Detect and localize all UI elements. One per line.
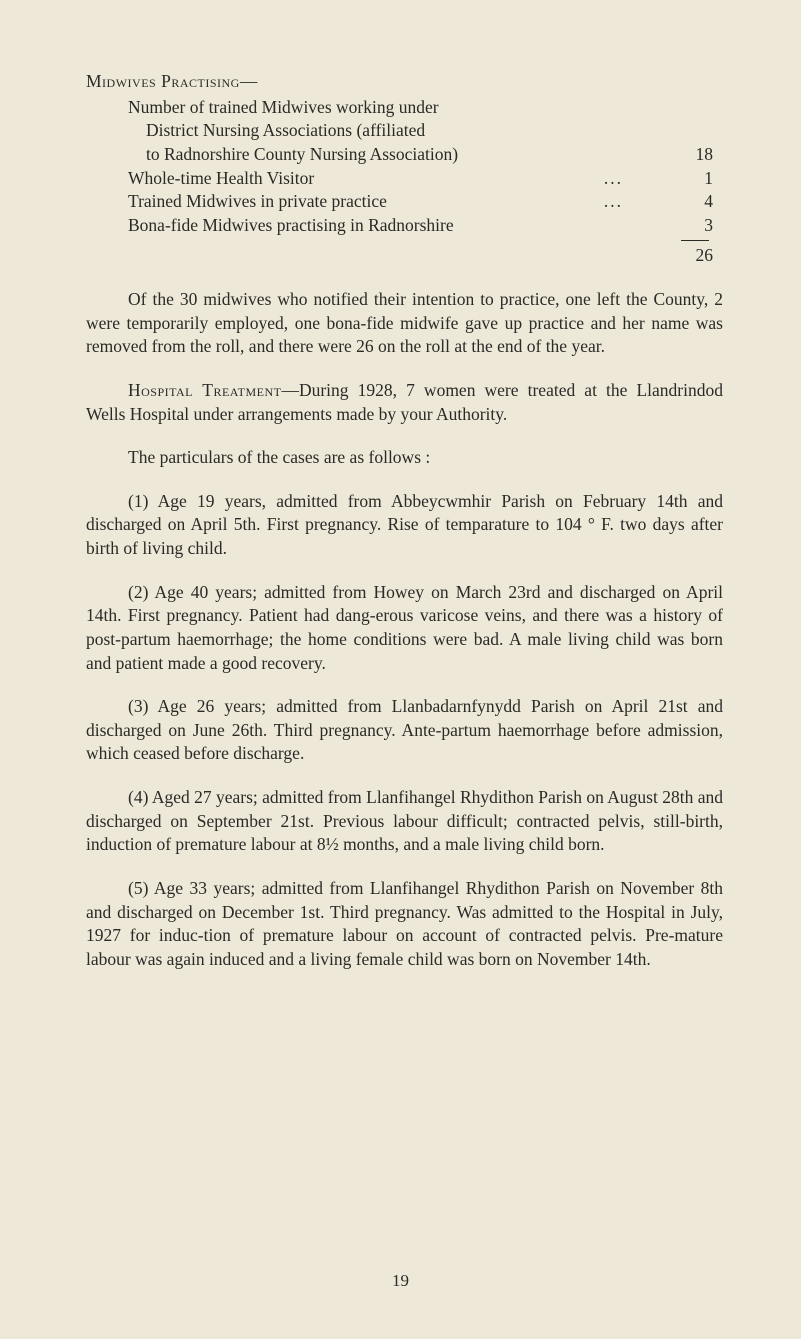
- total-rule-top: [681, 240, 709, 241]
- stat-value-4: 3: [663, 214, 723, 238]
- intro-line-1: Number of trained Midwives working under: [128, 96, 723, 120]
- total-value: 26: [663, 244, 723, 268]
- stat-label-2: Whole-time Health Visitor ...: [128, 167, 663, 191]
- stat-row-4: Bona-fide Midwives practising in Radnors…: [128, 214, 723, 238]
- stat-label-4: Bona-fide Midwives practising in Radnors…: [128, 214, 663, 238]
- stat-value-3: 4: [663, 190, 723, 214]
- total-row: 26: [128, 244, 723, 268]
- page-number: 19: [0, 1270, 801, 1293]
- stat-value-1: 18: [663, 143, 723, 167]
- case-3: (3) Age 26 years; admitted from Llanbada…: [86, 695, 723, 766]
- stat-label-3: Trained Midwives in private practice ...: [128, 190, 663, 214]
- case-1: (1) Age 19 years, admitted from Abbeycwm…: [86, 490, 723, 561]
- intro-line-2: District Nursing Associations (affiliate…: [128, 119, 723, 143]
- para-particulars: The particulars of the cases are as foll…: [86, 446, 723, 470]
- case-4: (4) Aged 27 years; admitted from Llanfih…: [86, 786, 723, 857]
- stat-row-1: to Radnorshire County Nursing Associatio…: [128, 143, 723, 167]
- hospital-lead: Hospital Treatment: [128, 380, 281, 400]
- case-2: (2) Age 40 years; admitted from Howey on…: [86, 581, 723, 676]
- stat-row-2: Whole-time Health Visitor ... 1: [128, 167, 723, 191]
- stat-value-2: 1: [663, 167, 723, 191]
- stat-list: Number of trained Midwives working under…: [128, 96, 723, 268]
- midwives-section: Midwives Practising— Number of trained M…: [86, 70, 723, 268]
- para-practice: Of the 30 midwives who notified their in…: [86, 288, 723, 359]
- case-5: (5) Age 33 years; admitted from Llanfiha…: [86, 877, 723, 972]
- para-hospital: Hospital Treatment—During 1928, 7 women …: [86, 379, 723, 426]
- stat-label-1: to Radnorshire County Nursing Associatio…: [128, 143, 663, 167]
- heading-text: Midwives Practising—: [86, 71, 258, 91]
- stat-row-3: Trained Midwives in private practice ...…: [128, 190, 723, 214]
- midwives-heading: Midwives Practising—: [86, 70, 723, 94]
